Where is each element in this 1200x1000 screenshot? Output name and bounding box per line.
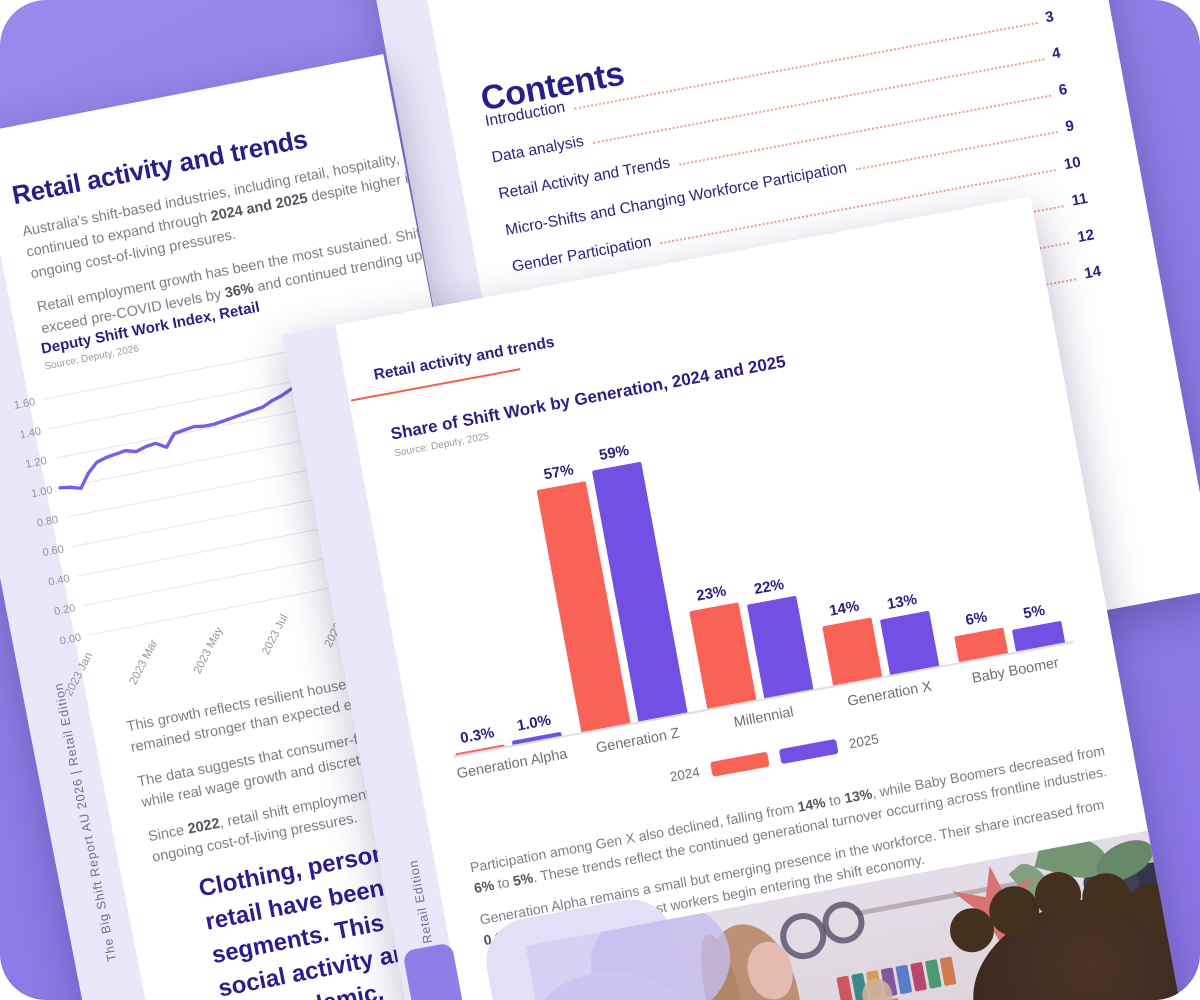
bar-2025 <box>1012 621 1066 652</box>
contents-page-number: 9 <box>1064 117 1076 136</box>
svg-text:2023 Jul: 2023 Jul <box>260 613 290 657</box>
svg-text:0.40: 0.40 <box>47 573 70 589</box>
bar-value-label: 6% <box>964 608 989 630</box>
contents-page-number: 12 <box>1076 226 1096 247</box>
legend-2025-swatch <box>778 738 839 765</box>
bar-2025 <box>879 610 940 675</box>
contents-page-number: 4 <box>1050 44 1062 63</box>
legend-2024-label: 2024 <box>668 764 701 785</box>
bar-value-label: 14% <box>827 597 861 620</box>
bar-value-label: 23% <box>694 582 728 605</box>
svg-text:1.40: 1.40 <box>19 426 42 442</box>
bar-value-label: 59% <box>597 441 631 465</box>
contents-page-number: 6 <box>1057 80 1069 100</box>
svg-text:1.20: 1.20 <box>24 455 47 471</box>
bar-group: 6% 5% <box>948 595 1067 663</box>
section-tab-label: Retail activity and trends <box>372 333 556 384</box>
svg-text:0.60: 0.60 <box>42 543 65 559</box>
contents-page-number: 3 <box>1043 8 1056 27</box>
svg-text:2023 May: 2023 May <box>192 625 226 676</box>
bar-column: 14% <box>818 595 883 686</box>
bar-group: 14% 13% <box>816 584 941 686</box>
bar-value-label: 5% <box>1021 602 1047 623</box>
bar-value-label: 0.3% <box>458 724 496 748</box>
svg-text:1.60: 1.60 <box>13 396 36 412</box>
bar-value-label: 57% <box>542 460 575 484</box>
contents-page-number: 11 <box>1070 189 1089 210</box>
svg-text:0.00: 0.00 <box>59 632 82 648</box>
bar-value-label: 1.0% <box>515 711 553 735</box>
svg-text:0.20: 0.20 <box>53 602 76 618</box>
svg-text:0.80: 0.80 <box>36 514 59 530</box>
contents-page-number: 14 <box>1082 262 1103 283</box>
svg-text:1.00: 1.00 <box>30 484 53 500</box>
bar-column: 1.0% <box>508 710 562 745</box>
bar-column: 6% <box>950 606 1009 663</box>
legend-2024-swatch <box>710 751 770 777</box>
generation-share-page: The Big Shift Report AU 2026 | Retail Ed… <box>282 196 1186 1000</box>
bar-column: 22% <box>743 574 814 699</box>
bar-value-label: 13% <box>885 590 919 613</box>
bar-column: 0.3% <box>451 723 505 756</box>
sidebar-purple-accent <box>402 942 468 1000</box>
bar-column: 13% <box>876 589 940 675</box>
bar-2024 <box>822 616 883 686</box>
bar-2025 <box>746 595 814 699</box>
bar-group: 57% 59% <box>529 440 690 733</box>
bar-2024 <box>954 627 1009 663</box>
contents-page-number: 10 <box>1062 153 1083 174</box>
legend-2025-label: 2025 <box>847 731 880 752</box>
svg-text:2023 Jan: 2023 Jan <box>63 651 95 699</box>
bar-column: 5% <box>1008 600 1066 652</box>
bar-value-label: 22% <box>752 575 786 598</box>
bar-group: 23% 22% <box>683 569 815 709</box>
svg-text:2023 Mar: 2023 Mar <box>128 638 161 687</box>
bar-2024 <box>689 601 757 709</box>
